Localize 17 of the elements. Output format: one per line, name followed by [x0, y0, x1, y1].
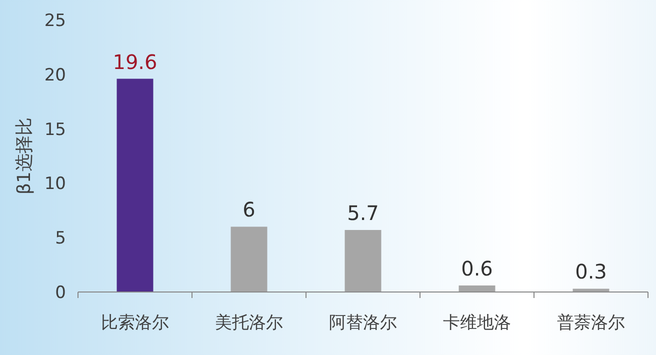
data-label: 19.6 [112, 50, 158, 74]
x-tick-label: 普萘洛尔 [557, 313, 625, 333]
y-tick-label: 20 [44, 65, 66, 86]
y-tick-label: 15 [44, 120, 66, 140]
data-label: 5.7 [347, 200, 379, 225]
data-label: 0.3 [575, 260, 607, 284]
data-label: 6 [242, 198, 256, 222]
x-tick-label: 卡维地洛 [443, 313, 511, 333]
data-label: 0.6 [461, 256, 493, 280]
y-tick-label: 5 [55, 228, 66, 249]
x-tick-label: 比索洛尔 [101, 313, 169, 333]
y-tick-label: 10 [44, 174, 66, 194]
y-tick-label: 0 [55, 283, 66, 303]
x-tick-label: 阿替洛尔 [329, 313, 397, 333]
x-tick-label: 美托洛尔 [215, 313, 283, 333]
y-axis-title: β1选择比 [14, 118, 35, 194]
y-tick-label: 25 [44, 11, 66, 31]
